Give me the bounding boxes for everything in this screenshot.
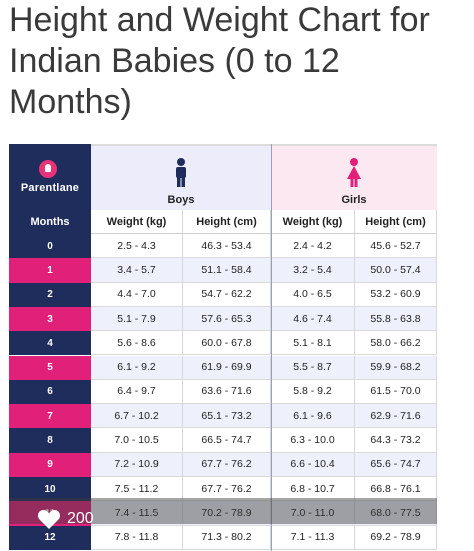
table-row: 9 7.2 - 10.9 67.7 - 76.2 6.6 - 10.4 65.6 - 7… xyxy=(9,452,437,477)
boy-icon xyxy=(176,158,186,187)
boys-height-cell: 54.7 - 62.2 xyxy=(183,282,271,307)
girls-height-cell: 64.3 - 73.2 xyxy=(355,428,437,453)
girls-label: Girls xyxy=(341,194,367,206)
heart-icon[interactable] xyxy=(37,508,61,530)
girls-height-cell: 68.0 - 77.5 xyxy=(355,501,437,526)
boys-height-cell: 67.7 - 76.2 xyxy=(183,452,271,477)
month-cell: 12 xyxy=(9,525,91,550)
month-cell: 7 xyxy=(9,404,91,429)
month-cell: 2 xyxy=(9,282,91,307)
table-row: 2 4.4 - 7.0 54.7 - 62.2 4.0 - 6.5 53.2 - 60.… xyxy=(9,282,437,307)
boys-label: Boys xyxy=(167,194,195,206)
girls-weight-cell: 6.1 - 9.6 xyxy=(271,404,355,429)
girls-weight-cell: 4.0 - 6.5 xyxy=(271,282,355,307)
month-cell: 0 xyxy=(9,234,91,259)
boys-height-cell: 65.1 - 73.2 xyxy=(183,404,271,429)
month-cell: 3 xyxy=(9,306,91,332)
boys-group-header: Boys xyxy=(91,144,271,212)
girls-weight-cell: 4.6 - 7.4 xyxy=(271,306,355,332)
boys-height-cell: 51.1 - 58.4 xyxy=(183,258,271,283)
boys-height-cell: 67.7 - 76.2 xyxy=(183,477,271,502)
girls-weight-cell: 6.6 - 10.4 xyxy=(271,452,355,477)
girls-height-cell: 59.9 - 68.2 xyxy=(355,355,437,380)
boys-weight-cell: 6.1 - 9.2 xyxy=(91,355,183,380)
girls-height-cell: 61.5 - 70.0 xyxy=(355,379,437,405)
like-counter[interactable]: 200 xyxy=(37,508,94,530)
girls-weight-cell: 5.8 - 9.2 xyxy=(271,379,355,405)
page-title: Height and Weight Chart for Indian Babie… xyxy=(9,1,430,121)
girls-height-cell: 66.8 - 76.1 xyxy=(355,477,437,502)
boys-weight-cell: 5.1 - 7.9 xyxy=(91,306,183,332)
table-row: 6 6.4 - 9.7 63.6 - 71.6 5.8 - 9.2 61.5 - 70.… xyxy=(9,379,437,405)
boys-weight-cell: 6.7 - 10.2 xyxy=(91,404,183,429)
parentlane-logo-icon xyxy=(39,160,57,178)
boys-weight-cell: 5.6 - 8.6 xyxy=(91,331,183,356)
month-cell: 10 xyxy=(9,477,91,502)
boys-height-cell: 61.9 - 69.9 xyxy=(183,355,271,380)
boys-height-cell: 66.5 - 74.7 xyxy=(183,428,271,453)
table-row: 1 3.4 - 5.7 51.1 - 58.4 3.2 - 5.4 50.0 - 57.… xyxy=(9,258,437,283)
boys-weight-cell: 7.5 - 11.2 xyxy=(91,477,183,502)
table-row: 0 2.5 - 4.3 46.3 - 53.4 2.4 - 4.2 45.6 - 52.… xyxy=(9,234,437,259)
girls-weight-cell: 5.5 - 8.7 xyxy=(271,355,355,380)
boys-height-header: Height (cm) xyxy=(183,210,271,234)
boys-height-cell: 63.6 - 71.6 xyxy=(183,379,271,405)
boys-weight-header: Weight (kg) xyxy=(91,210,183,234)
table-row: 7 6.7 - 10.2 65.1 - 73.2 6.1 - 9.6 62.9 - 71… xyxy=(9,404,437,429)
month-cell: 6 xyxy=(9,379,91,405)
girls-weight-cell: 7.1 - 11.3 xyxy=(271,525,355,550)
boys-height-cell: 70.2 - 78.9 xyxy=(183,501,271,526)
girls-height-cell: 53.2 - 60.9 xyxy=(355,282,437,307)
table-row: 4 5.6 - 8.6 60.0 - 67.8 5.1 - 8.1 58.0 - 66.… xyxy=(9,331,437,356)
boys-height-cell: 71.3 - 80.2 xyxy=(183,525,271,550)
table-row: 10 7.5 - 11.2 67.7 - 76.2 6.8 - 10.7 66.8 - … xyxy=(9,477,437,502)
column-header-row: Months Weight (kg) Height (cm) Weight (k… xyxy=(9,210,437,234)
months-column-header: Months xyxy=(9,210,91,234)
month-cell: 1 xyxy=(9,258,91,283)
boys-weight-cell: 7.2 - 10.9 xyxy=(91,452,183,477)
girls-weight-cell: 6.3 - 10.0 xyxy=(271,428,355,453)
girls-height-cell: 58.0 - 66.2 xyxy=(355,331,437,356)
brand-name: Parentlane xyxy=(20,182,80,194)
boys-weight-cell: 4.4 - 7.0 xyxy=(91,282,183,307)
table-row: 8 7.0 - 10.5 66.5 - 74.7 6.3 - 10.0 64.3 - 7… xyxy=(9,428,437,453)
boys-height-cell: 46.3 - 53.4 xyxy=(183,234,271,259)
boys-weight-cell: 2.5 - 4.3 xyxy=(91,234,183,259)
boys-weight-cell: 3.4 - 5.7 xyxy=(91,258,183,283)
girl-icon xyxy=(347,158,361,187)
girls-height-cell: 69.2 - 78.9 xyxy=(355,525,437,550)
brand-logo: Parentlane xyxy=(9,144,91,212)
girls-weight-cell: 3.2 - 5.4 xyxy=(271,258,355,283)
girls-weight-cell: 7.0 - 11.0 xyxy=(271,501,355,526)
growth-chart-table: Parentlane Boys Girls Months Weight (kg)… xyxy=(9,144,437,551)
boys-weight-cell: 7.8 - 11.8 xyxy=(91,525,183,550)
like-count: 200 xyxy=(67,510,94,527)
boys-weight-cell: 6.4 - 9.7 xyxy=(91,379,183,405)
boys-height-cell: 57.6 - 65.3 xyxy=(183,306,271,332)
boys-weight-cell: 7.0 - 10.5 xyxy=(91,428,183,453)
boys-weight-cell: 7.4 - 11.5 xyxy=(91,501,183,526)
month-cell: 8 xyxy=(9,428,91,453)
girls-weight-cell: 5.1 - 8.1 xyxy=(271,331,355,356)
girls-group-header: Girls xyxy=(271,144,437,212)
month-cell: 5 xyxy=(9,355,91,380)
girls-weight-header: Weight (kg) xyxy=(271,210,355,234)
like-overlay-bar xyxy=(9,498,437,524)
table-row: 12 7.8 - 11.8 71.3 - 80.2 7.1 - 11.3 69.2 - … xyxy=(9,525,437,550)
group-divider xyxy=(271,144,272,551)
month-cell: 9 xyxy=(9,452,91,477)
girls-height-cell: 45.6 - 52.7 xyxy=(355,234,437,259)
table-row: 3 5.1 - 7.9 57.6 - 65.3 4.6 - 7.4 55.8 - 63.… xyxy=(9,306,437,332)
table-row: 5 6.1 - 9.2 61.9 - 69.9 5.5 - 8.7 59.9 - 68.… xyxy=(9,355,437,380)
girls-height-cell: 50.0 - 57.4 xyxy=(355,258,437,283)
girls-height-header: Height (cm) xyxy=(355,210,437,234)
month-cell: 4 xyxy=(9,331,91,356)
girls-weight-cell: 2.4 - 4.2 xyxy=(271,234,355,259)
girls-weight-cell: 6.8 - 10.7 xyxy=(271,477,355,502)
girls-height-cell: 62.9 - 71.6 xyxy=(355,404,437,429)
boys-height-cell: 60.0 - 67.8 xyxy=(183,331,271,356)
girls-height-cell: 65.6 - 74.7 xyxy=(355,452,437,477)
girls-height-cell: 55.8 - 63.8 xyxy=(355,306,437,332)
